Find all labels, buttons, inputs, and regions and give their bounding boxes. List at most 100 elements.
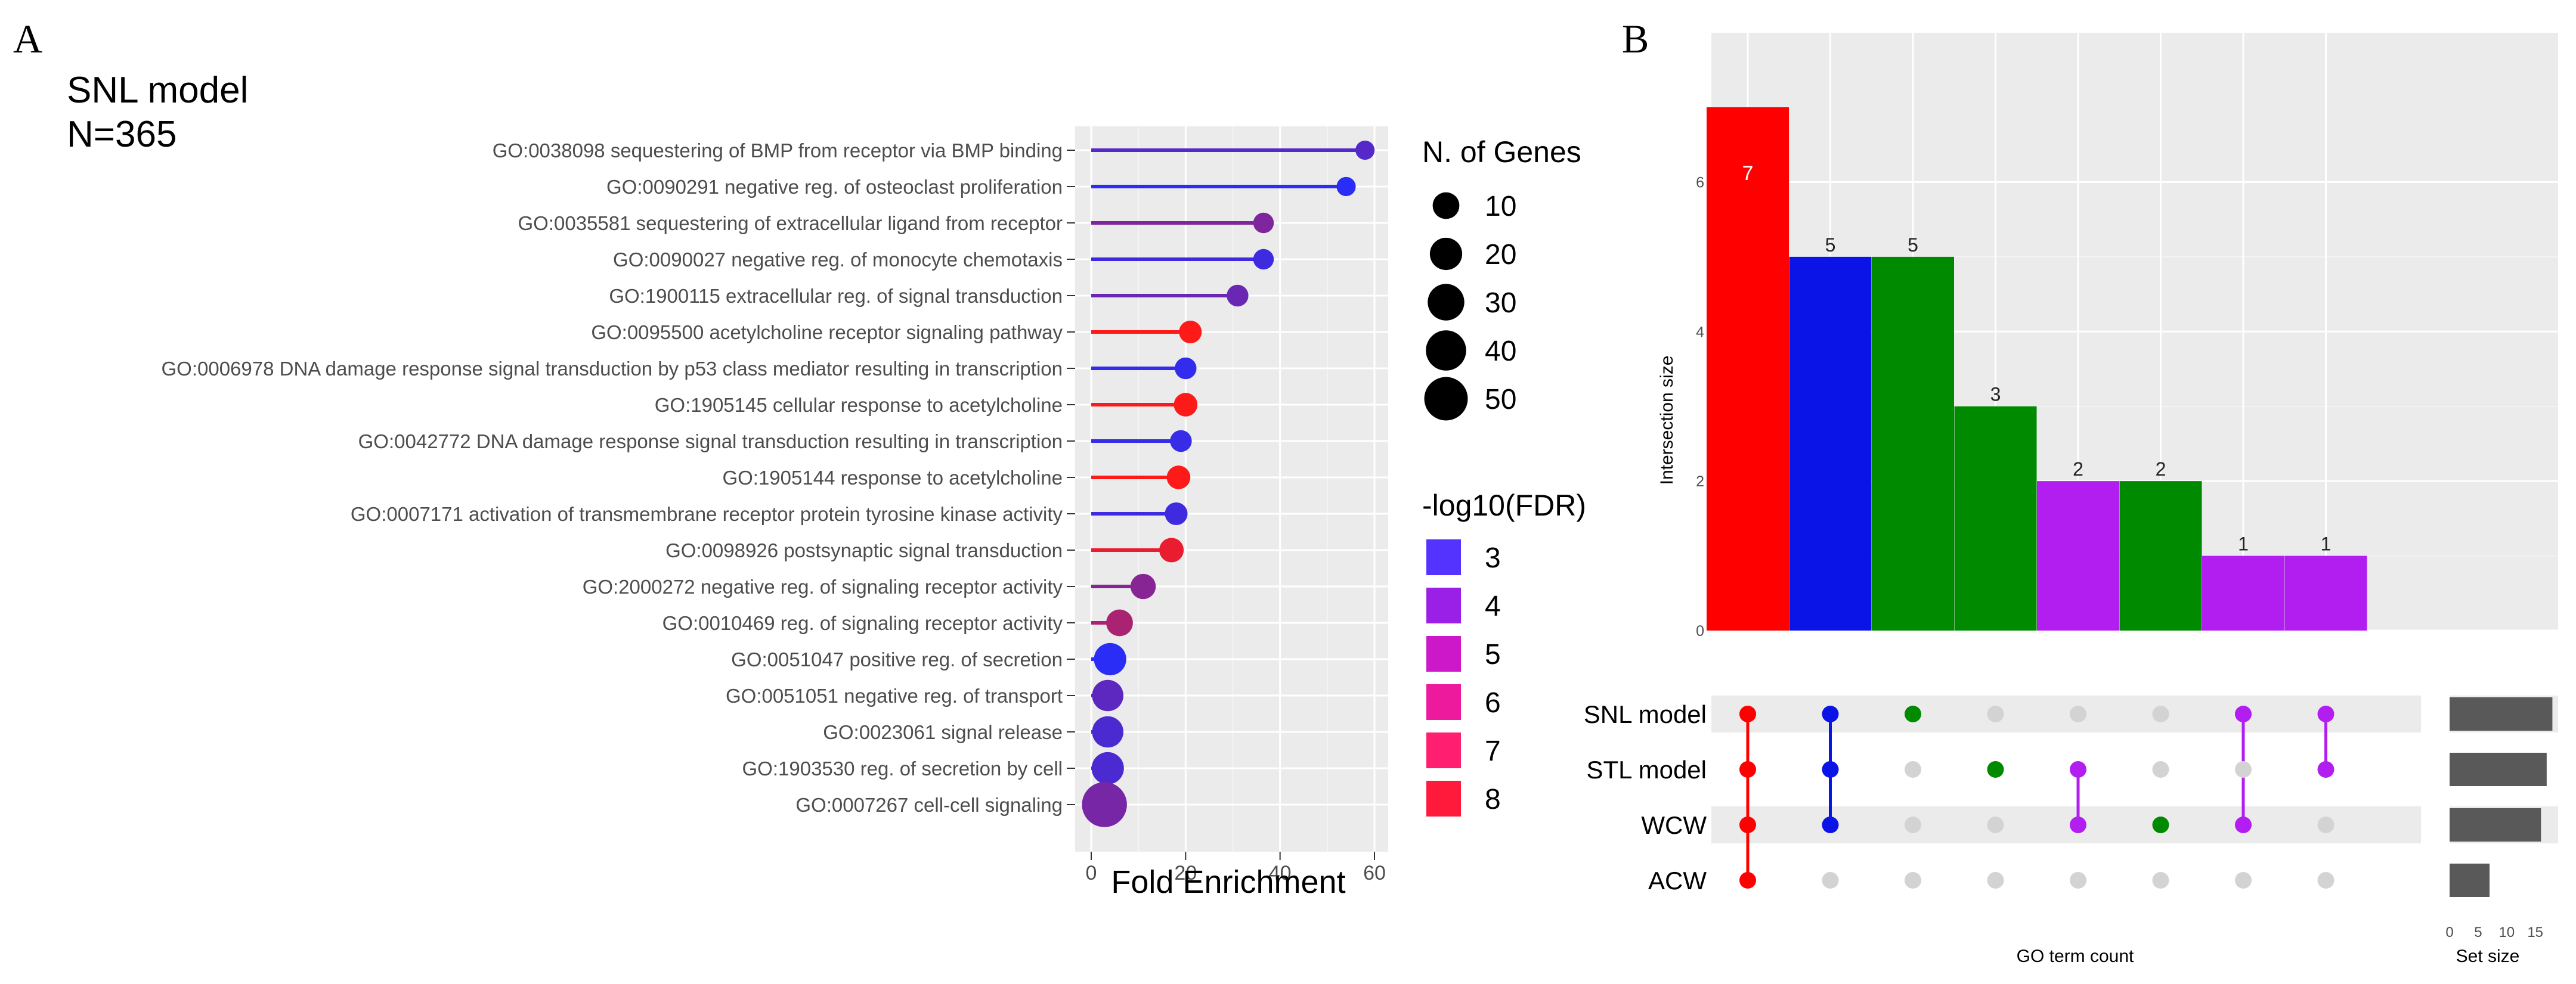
category-label: GO:0090027 negative reg. of monocyte che…	[613, 249, 1063, 271]
intersection-bar-label: 5	[1825, 234, 1836, 256]
color-legend-swatch	[1426, 539, 1461, 575]
size-legend-label: 20	[1485, 239, 1516, 271]
chart-b-y-axis-label: Intersection size	[1657, 356, 1677, 485]
matrix-dot-active	[1739, 872, 1756, 889]
size-legend-label: 30	[1485, 287, 1516, 319]
color-legend-label: 8	[1485, 784, 1501, 815]
chart-b-set-size-bars: 0 5 10 15	[2445, 697, 2553, 940]
color-legend-title: -log10(FDR)	[1422, 489, 1586, 522]
category-label: GO:0010469 reg. of signaling receptor ac…	[662, 612, 1063, 634]
color-legend-swatch	[1426, 684, 1461, 720]
size-legend-label: 10	[1485, 191, 1516, 222]
set-size-bar	[2450, 753, 2547, 786]
matrix-dot-active	[2070, 761, 2086, 778]
intersection-bar	[1954, 406, 2037, 631]
size-legend-label: 40	[1485, 336, 1516, 367]
category-label: GO:0095500 acetylcholine receptor signal…	[591, 321, 1063, 343]
matrix-dot-inactive	[2152, 761, 2169, 778]
intersection-bar-label: 7	[1742, 162, 1754, 185]
set-label: STL model	[1586, 756, 1707, 784]
chart-b-set-size-label: Set size	[2456, 946, 2520, 966]
intersection-bar-label: 2	[2073, 458, 2083, 480]
size-legend-label: 50	[1485, 384, 1516, 415]
chart-a-x-axis-label: Fold Enrichment	[1111, 864, 1345, 900]
size-legend-dot	[1428, 284, 1465, 321]
matrix-dot-active	[1905, 706, 1921, 722]
lollipop-point	[1227, 284, 1249, 307]
chart-a-category-labels: GO:0038098 sequestering of BMP from rece…	[161, 139, 1075, 816]
size-legend-dot	[1424, 377, 1468, 421]
color-legend-label: 7	[1485, 735, 1501, 767]
y-tick-label: 6	[1696, 174, 1704, 191]
matrix-dot-inactive	[2235, 761, 2252, 778]
x-tick-label: 40	[1269, 862, 1292, 884]
set-size-bar	[2450, 864, 2490, 897]
category-label: GO:0007267 cell-cell signaling	[795, 794, 1063, 816]
matrix-dot-inactive	[1822, 872, 1839, 889]
size-legend-dot	[1426, 330, 1466, 371]
chart-b-intersection-bars: 7 5 5 3 2 2 1 1	[1707, 107, 2367, 631]
color-legend-label: 4	[1485, 591, 1501, 622]
intersection-bar	[2119, 481, 2202, 631]
size-legend: 10 20 30 40 50	[1424, 191, 1516, 421]
x-tick-label: 60	[1363, 862, 1386, 884]
lollipop-point	[1336, 176, 1356, 197]
chart-a-x-ticks: 0 20 40 60	[1086, 852, 1386, 884]
matrix-dot-active	[1739, 817, 1756, 833]
intersection-bar-label: 5	[1908, 234, 1918, 256]
lollipop-point	[1166, 465, 1191, 489]
size-legend-dot	[1432, 192, 1460, 219]
y-tick-label: 0	[1696, 623, 1704, 640]
panel-a-label: A	[13, 16, 42, 61]
chart-a-title: SNL model	[67, 70, 248, 111]
lollipop-point	[1091, 752, 1124, 785]
matrix-dot-active	[2152, 817, 2169, 833]
set-label: ACW	[1648, 867, 1707, 895]
x-tick-label: 0	[1086, 862, 1097, 884]
matrix-dot-inactive	[2070, 872, 2086, 889]
category-label: GO:0090291 negative reg. of osteoclast p…	[606, 176, 1063, 198]
lollipop-point	[1170, 430, 1192, 452]
panel-a-lollipop-chart: A SNL model N=365 GO:0038098 sequesterin…	[13, 16, 1586, 900]
color-legend-swatch	[1426, 636, 1461, 672]
y-tick-label: 2	[1696, 473, 1704, 490]
matrix-dot-active	[2235, 817, 2252, 833]
matrix-dot-active	[1987, 761, 2004, 778]
lollipop-point	[1253, 249, 1274, 270]
set-label: SNL model	[1584, 700, 1707, 728]
lollipop-point	[1094, 642, 1126, 676]
matrix-dot-active	[1822, 817, 1839, 833]
intersection-bar	[2202, 555, 2284, 631]
matrix-dot-active	[2070, 817, 2086, 833]
lollipop-point	[1159, 538, 1184, 563]
lollipop-point	[1092, 679, 1123, 712]
intersection-bar-label: 1	[2238, 533, 2249, 555]
category-label: GO:0035581 sequestering of extracellular…	[518, 212, 1063, 234]
lollipop-point	[1175, 357, 1197, 380]
category-label: GO:1905144 response to acetylcholine	[722, 467, 1063, 489]
set-size-bar	[2450, 697, 2553, 731]
matrix-dot-active	[2235, 706, 2252, 722]
chart-a-plot-background	[1075, 126, 1388, 852]
lollipop-point	[1106, 609, 1133, 637]
matrix-dot-active	[1822, 761, 1839, 778]
category-label: GO:1903530 reg. of secretion by cell	[742, 758, 1063, 780]
matrix-dot-inactive	[2317, 872, 2334, 889]
matrix-dot-active	[2317, 761, 2334, 778]
category-label: GO:0051047 positive reg. of secretion	[731, 648, 1063, 671]
lollipop-point	[1355, 140, 1375, 160]
chart-a-subtitle: N=365	[67, 114, 177, 155]
set-size-bar	[2450, 808, 2541, 842]
set-size-tick-label: 0	[2445, 924, 2453, 940]
category-label: GO:0098926 postsynaptic signal transduct…	[665, 539, 1063, 561]
y-tick-label: 4	[1696, 324, 1704, 340]
lollipop-point	[1165, 502, 1188, 526]
lollipop-point	[1253, 212, 1274, 234]
matrix-dot-inactive	[1987, 706, 2004, 722]
intersection-bar	[1872, 256, 1954, 631]
color-legend: 3 4 5 6 7 8	[1426, 539, 1501, 817]
x-tick-label: 20	[1174, 862, 1197, 884]
matrix-dot-inactive	[1987, 872, 2004, 889]
chart-b-y-ticks: 0 2 4 6	[1696, 174, 1704, 640]
